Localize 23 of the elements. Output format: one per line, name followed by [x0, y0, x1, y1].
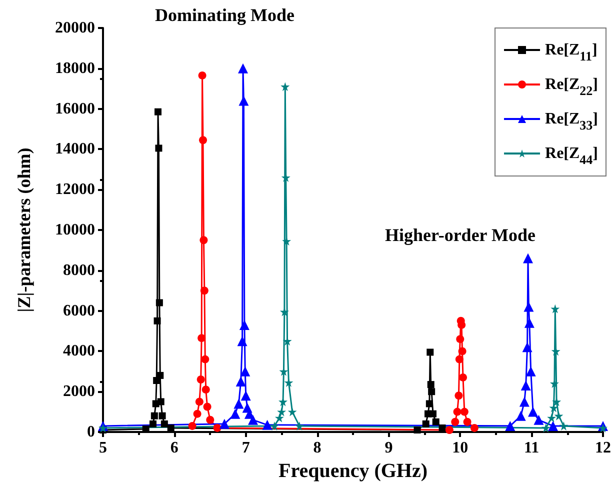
y-tick-label: 10000: [55, 222, 95, 238]
x-tick-label: 12: [595, 440, 611, 456]
y-tick-label: 8000: [63, 262, 95, 279]
x-tick-label: 8: [313, 440, 322, 456]
x-tick-label: 10: [452, 440, 468, 456]
x-tick-label: 11: [524, 440, 540, 456]
y-tick-label: 14000: [55, 140, 95, 158]
x-tick-label: 7: [242, 440, 250, 456]
x-tick-label: 6: [170, 440, 178, 456]
x-tick-label: 9: [384, 440, 393, 456]
y-tick-label: 6000: [63, 302, 95, 320]
y-tick-label: 12000: [55, 181, 95, 198]
y-tick-label: 0: [87, 424, 95, 440]
x-tick-label: 5: [99, 440, 107, 456]
x-axis-title: Frequency (GHz): [278, 460, 428, 482]
text: Dominating Mode: [155, 5, 295, 25]
y-tick-label: 20000: [55, 20, 95, 36]
y-tick-label: 4000: [63, 342, 95, 360]
y-tick-label: 2000: [63, 383, 95, 400]
y-axis-title: |Z|-parameters (ohm): [14, 148, 34, 312]
y-tick-label: 16000: [55, 100, 95, 118]
annotation: Higher-order Mode: [385, 225, 536, 245]
y-tick-label: 18000: [55, 60, 95, 77]
